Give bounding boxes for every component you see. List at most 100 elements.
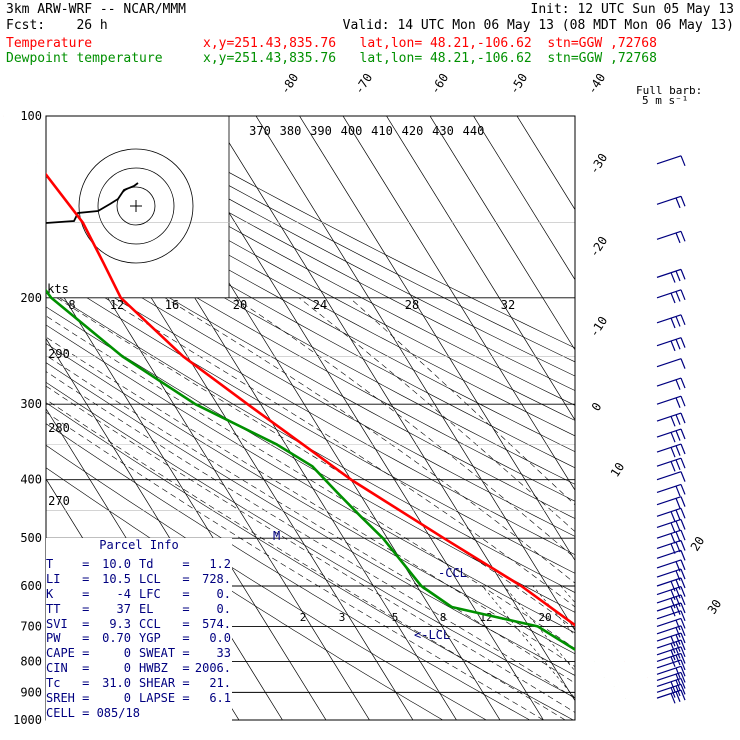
wind-barb [656,457,682,467]
wind-barb [656,395,682,405]
parcel-row: Tc = 31.0 SHEAR = 21. [46,676,232,691]
wind-barb-flag [675,509,681,521]
mixing-ratio-label: 8 [440,611,447,624]
wind-scale-label: 8 [68,298,75,312]
wind-barb-flag [680,358,686,369]
wind-barb-flag [680,684,686,695]
hodograph-ring [78,148,194,264]
wind-barb-flag [675,648,681,659]
parcel-v1: 31.0 [102,676,131,691]
wind-barb-flag [675,339,681,350]
wind-barb-flag [680,625,686,637]
parcel-k2: SHEAR = [139,676,190,691]
wind-barb-flag [680,471,686,482]
wind-barb-flag [670,416,676,427]
parcel-v2: 2006. [194,661,231,676]
parcel-k1: SREH = [46,691,90,706]
mixing-ratio-label: 3 [339,611,346,624]
wind-barb-flag [680,496,686,507]
wind-barb [656,230,682,240]
hodograph-trace [45,182,139,224]
theta-label: 400 [341,124,363,138]
wind-barb-flag [675,291,681,302]
wind-barb [656,471,682,481]
valid-time: Valid: 14 UTC Mon 06 May 13 (08 MDT Mon … [342,18,734,33]
isotherm-line [429,116,575,351]
moist-adiabat [46,371,575,699]
parcel-v2: 21. [209,676,231,691]
wind-barb [656,518,682,529]
wind-barb [656,659,682,669]
mixing-ratio-line [482,585,575,699]
wind-barb-flag [675,379,681,390]
isotherm-label: -70 [352,71,376,97]
parcel-row: SREH = 0 LAPSE = 6.1 [46,691,232,706]
wind-barb [656,559,682,569]
wind-barb-flag [675,414,681,425]
parcel-k2: Td = [139,556,190,571]
wind-barb [656,594,682,604]
wind-barb-flag [670,317,676,329]
wind-barb [656,689,682,699]
wind-barb-flag [675,498,681,509]
pressure-label: 300 [20,397,42,411]
wind-barb-flag [680,289,686,301]
wind-barb [656,268,682,278]
wind-scale-label: 28 [405,298,419,312]
wind-barb-flag [680,646,686,658]
wind-barb [656,539,682,550]
parcel-v1: 0.70 [102,631,131,646]
parcel-row: TT = 37 EL = 0. [46,602,232,617]
parcel-v1: -4 [116,586,131,601]
init-time: Init: 12 UTC Sun 05 May 13 [530,2,735,17]
parcel-k2: HWBZ = [139,661,190,676]
wind-barb-flag [680,610,686,622]
parcel-row: CAPE = 0 SWEAT = 33 [46,646,232,661]
wind-barb-flag [670,635,676,647]
pressure-label: 800 [20,654,42,668]
wind-barb-flag [675,641,681,652]
parcel-k1: T = [46,556,90,571]
wind-barb [656,625,682,635]
wind-barb-flag [670,272,676,283]
forecast-hour: Fcst: 26 h [6,18,108,33]
isotherm-line [46,267,327,720]
wind-barb-flag [680,314,686,326]
theta-label-left: 280 [48,421,70,435]
pressure-label: 1000 [13,713,42,727]
parcel-k2: CCL = [139,616,190,631]
wind-barb-flag [680,550,686,561]
parcel-v1: 37 [116,601,131,616]
parcel-row: CIN = 0 HWBZ = 2006. [46,661,232,676]
parcel-v1: 10.0 [102,556,131,571]
wind-scale-label: 20 [233,298,247,312]
wind-barb-flag [680,678,686,689]
plot-frame [45,115,576,721]
wind-barb-flag [675,691,681,702]
wind-barb-flag [675,316,681,327]
wind-scale-label: 24 [313,298,327,312]
isotherm-line [473,116,575,281]
wind-barb-flag [680,639,686,651]
pressure-label: 200 [20,291,42,305]
mixing-ratio-label: 20 [538,611,551,624]
isotherm-label: -50 [507,71,531,97]
mixing-ratio-label: 5 [392,611,399,624]
wind-barb-flag [670,649,676,661]
wind-barb-flag [675,596,681,607]
wind-barb-flag [675,485,681,497]
parcel-k1: TT = [46,601,90,616]
wind-barb [656,652,682,663]
moist-adiabat [298,297,575,533]
isotherm-label: 10 [608,460,628,480]
parcel-k1: CIN = [46,661,90,676]
pressure-label: 900 [20,685,42,699]
pressure-label: 100 [20,109,42,123]
wind-barb-flag [680,568,686,580]
wind-barb [656,337,682,347]
wind-barb-flag [680,337,686,348]
wind-barb [656,568,682,578]
pressure-label: 400 [20,473,42,487]
wind-barb-flag [680,269,686,280]
parcel-k1: CELL = 085/18 [46,705,140,720]
